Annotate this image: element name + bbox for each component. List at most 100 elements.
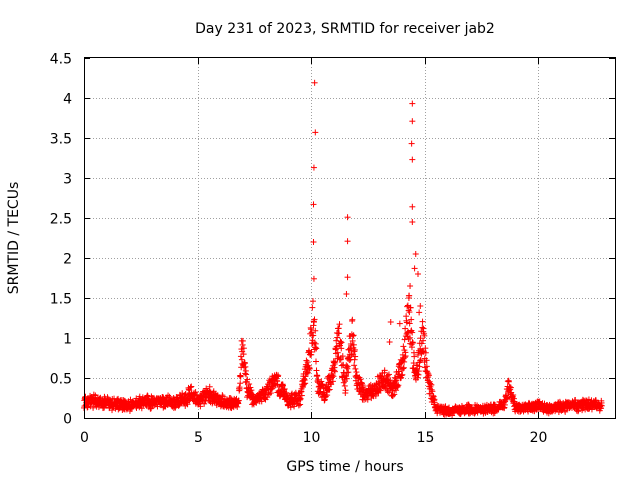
data-point bbox=[345, 346, 352, 353]
data-point bbox=[382, 384, 389, 391]
data-point bbox=[235, 397, 242, 404]
data-point bbox=[354, 382, 361, 389]
x-axis-label: GPS time / hours bbox=[286, 459, 403, 475]
data-point bbox=[344, 274, 351, 281]
data-point bbox=[279, 382, 286, 389]
data-point bbox=[417, 357, 424, 364]
data-point bbox=[394, 383, 401, 390]
y-tick-label: 3 bbox=[63, 172, 72, 188]
data-point bbox=[510, 392, 517, 399]
y-tick-label: 4.5 bbox=[50, 52, 72, 68]
data-point bbox=[307, 326, 314, 333]
data-point bbox=[385, 371, 392, 378]
data-point bbox=[401, 354, 408, 361]
y-tick-label: 0 bbox=[63, 412, 72, 428]
data-point bbox=[302, 380, 309, 387]
data-point bbox=[342, 387, 349, 394]
data-point bbox=[295, 402, 302, 409]
data-point bbox=[399, 371, 406, 378]
data-point bbox=[311, 79, 318, 86]
data-point bbox=[505, 378, 512, 385]
data-point bbox=[562, 408, 569, 415]
data-point bbox=[291, 401, 298, 408]
data-point bbox=[349, 332, 356, 339]
data-point bbox=[351, 348, 358, 355]
data-point bbox=[136, 393, 143, 400]
data-point bbox=[400, 364, 407, 371]
y-tick-label: 0.5 bbox=[50, 372, 72, 388]
data-point bbox=[424, 369, 431, 376]
data-point bbox=[321, 397, 328, 404]
data-point bbox=[491, 410, 498, 417]
data-point bbox=[326, 386, 333, 393]
data-point bbox=[227, 395, 234, 402]
y-tick-label: 3.5 bbox=[50, 132, 72, 148]
data-point bbox=[336, 321, 343, 328]
data-point bbox=[386, 339, 393, 345]
data-point bbox=[352, 353, 359, 360]
data-point bbox=[253, 399, 260, 406]
data-point bbox=[301, 377, 308, 384]
data-point bbox=[415, 368, 422, 375]
x-tick-label: 15 bbox=[417, 430, 435, 446]
data-point bbox=[339, 353, 346, 360]
data-point bbox=[391, 391, 398, 398]
x-tick-label: 20 bbox=[530, 430, 548, 446]
data-point bbox=[275, 372, 282, 379]
data-point bbox=[598, 402, 605, 409]
data-point bbox=[297, 395, 304, 402]
data-point bbox=[406, 309, 413, 316]
data-point bbox=[334, 334, 341, 341]
data-point bbox=[409, 339, 416, 346]
data-point bbox=[246, 381, 253, 388]
data-point bbox=[310, 239, 317, 245]
data-point bbox=[338, 339, 345, 346]
data-point bbox=[421, 332, 428, 339]
data-point bbox=[403, 319, 410, 326]
data-point bbox=[409, 100, 416, 107]
data-point bbox=[331, 368, 338, 375]
data-point bbox=[332, 359, 339, 366]
data-point bbox=[324, 392, 331, 399]
data-point bbox=[219, 393, 226, 400]
data-point bbox=[310, 201, 317, 208]
data-point bbox=[344, 214, 351, 221]
data-point bbox=[425, 372, 432, 379]
data-point bbox=[201, 400, 208, 407]
data-point bbox=[390, 392, 397, 399]
data-point bbox=[405, 295, 412, 301]
data-point bbox=[313, 345, 320, 352]
data-point bbox=[287, 404, 294, 411]
data-point bbox=[416, 309, 423, 316]
data-point bbox=[84, 403, 91, 410]
data-point bbox=[351, 356, 358, 363]
data-point bbox=[312, 340, 319, 347]
data-point bbox=[422, 345, 429, 352]
data-point bbox=[511, 398, 518, 405]
data-point bbox=[298, 392, 305, 399]
data-point bbox=[387, 319, 394, 325]
data-point bbox=[352, 365, 359, 372]
data-point bbox=[300, 381, 307, 388]
data-point bbox=[408, 140, 415, 147]
data-point bbox=[310, 319, 317, 326]
data-point bbox=[166, 393, 173, 400]
data-point bbox=[343, 375, 350, 382]
data-point bbox=[420, 325, 427, 332]
y-tick-label: 1 bbox=[63, 332, 72, 348]
data-point bbox=[407, 304, 414, 311]
data-point bbox=[393, 387, 400, 394]
data-point bbox=[289, 390, 296, 397]
data-point bbox=[401, 358, 408, 365]
data-point bbox=[309, 304, 316, 311]
data-point bbox=[395, 371, 402, 378]
data-point bbox=[310, 332, 317, 339]
data-point bbox=[346, 357, 353, 364]
data-point bbox=[501, 404, 508, 411]
data-point bbox=[333, 343, 340, 350]
data-point bbox=[345, 369, 352, 376]
data-point bbox=[351, 362, 358, 369]
data-point bbox=[306, 365, 313, 372]
data-point bbox=[407, 283, 414, 289]
